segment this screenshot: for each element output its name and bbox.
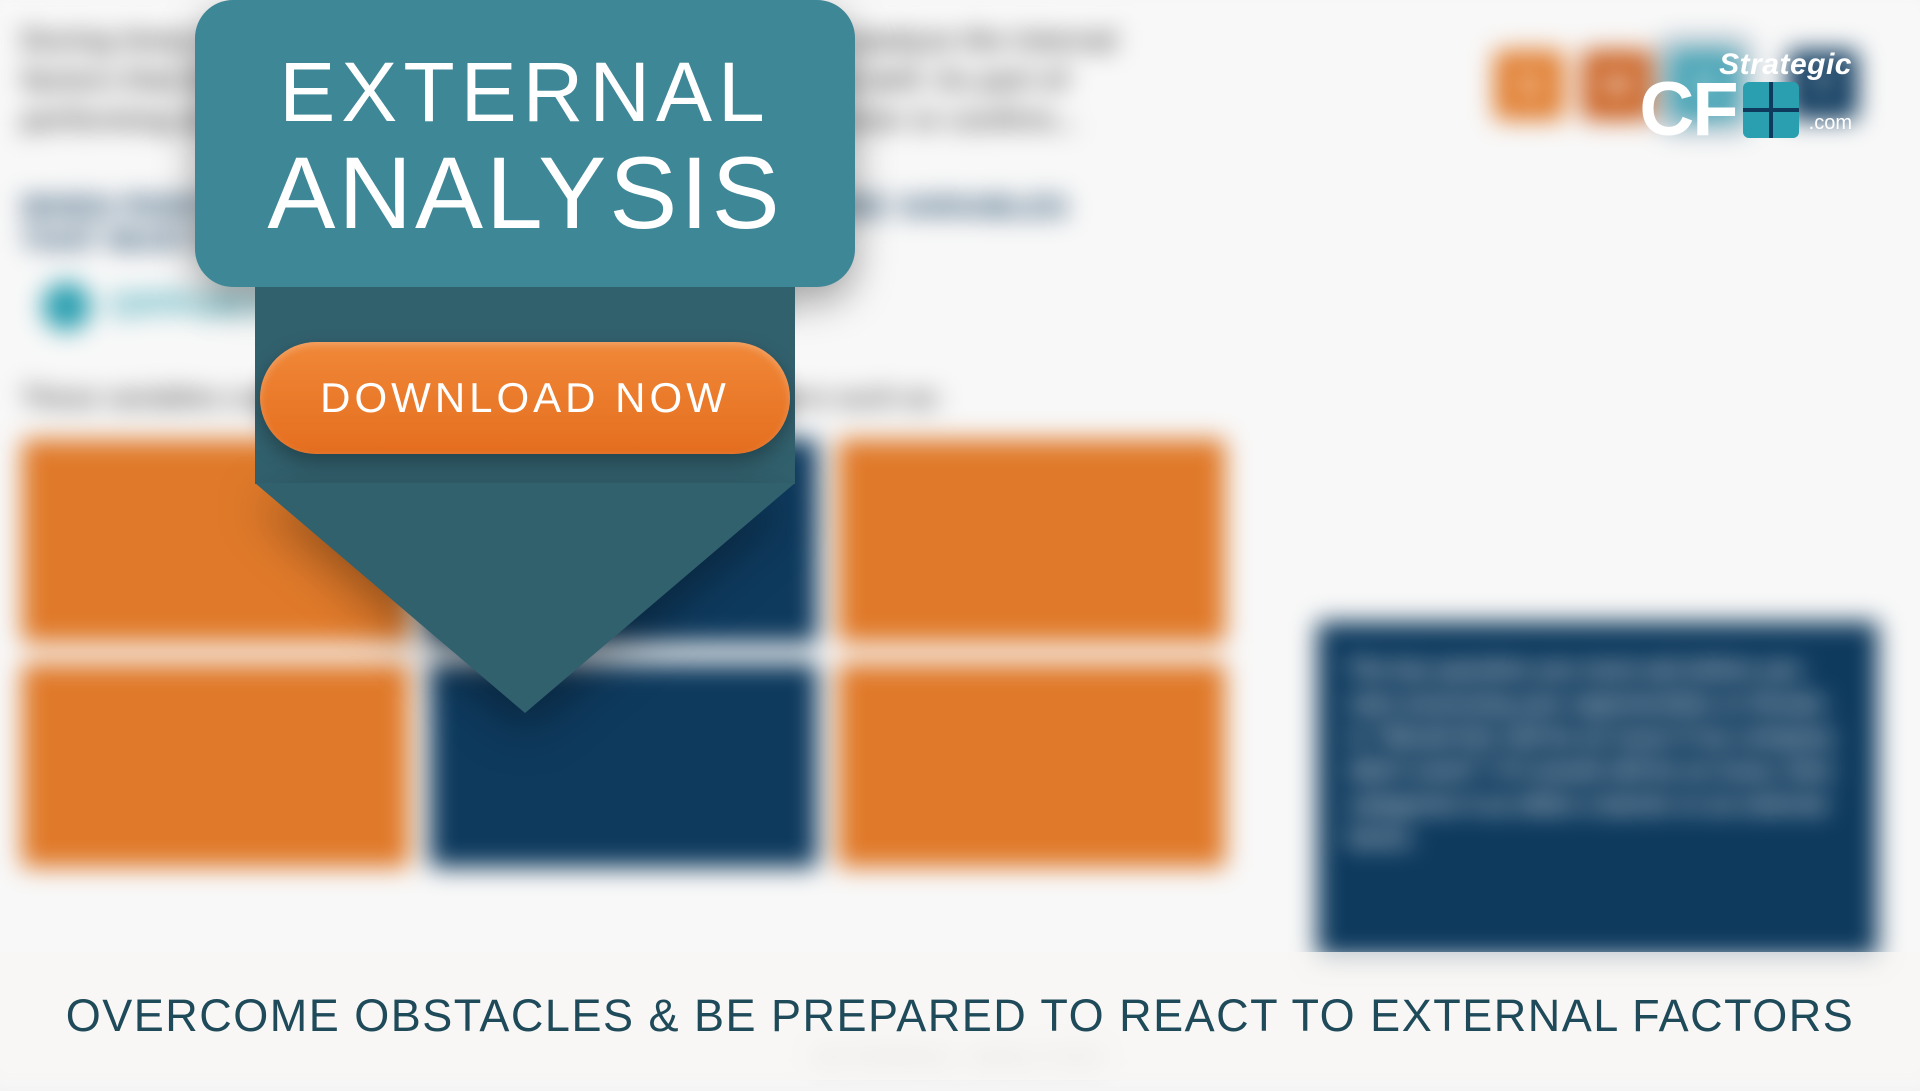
opportunity-dot-icon (42, 281, 91, 330)
shield-heading-line1: EXTERNAL (235, 50, 815, 134)
shield-title-card: EXTERNAL ANALYSIS (195, 0, 855, 287)
strategic-cfo-logo: Strategic CF .com (1639, 52, 1852, 142)
swot-s-icon: S (1494, 50, 1563, 119)
bg-callout-text: The key question you must ask before you… (1348, 652, 1848, 854)
puzzle-icon (1743, 82, 1799, 138)
shield-neck: DOWNLOAD NOW (255, 287, 795, 484)
promo-shield: EXTERNAL ANALYSIS DOWNLOAD NOW (195, 0, 855, 713)
bg-tile (838, 663, 1226, 867)
bg-callout-box: The key question you must ask before you… (1317, 622, 1878, 959)
logo-cf-text: CF (1639, 78, 1736, 143)
bg-tile (838, 439, 1226, 643)
logo-dotcom: .com (1809, 115, 1852, 132)
download-now-button[interactable]: DOWNLOAD NOW (260, 342, 790, 454)
bottom-banner: OVERCOME OBSTACLES & BE PREPARED TO REAC… (0, 952, 1920, 1080)
shield-heading-line2: ANALYSIS (235, 140, 815, 247)
bottom-banner-text: OVERCOME OBSTACLES & BE PREPARED TO REAC… (20, 990, 1900, 1042)
shield-point-icon (255, 483, 795, 713)
